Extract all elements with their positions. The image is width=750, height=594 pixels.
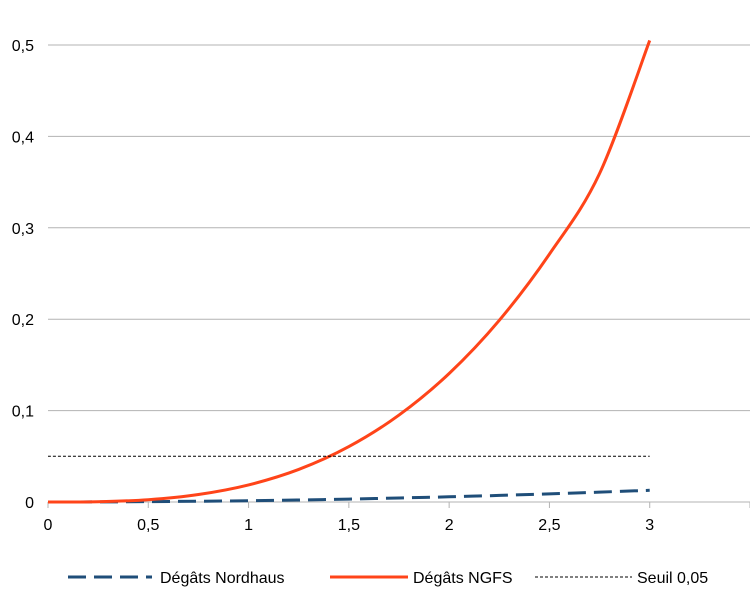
legend-label: Seuil 0,05	[637, 570, 708, 587]
x-tick-label: 1,5	[338, 517, 360, 534]
legend-label: Dégâts NGFS	[413, 570, 513, 587]
legend: Dégâts Nordhaus Dégâts NGFS Seuil 0,05	[68, 570, 708, 587]
x-tick-labels: 0 0,5 1 1,5 2 2,5 3	[44, 517, 655, 534]
series-line-1	[47, 39, 652, 504]
series-lines	[47, 39, 652, 504]
y-tick-label: 0,2	[12, 312, 34, 329]
y-tick-labels: 0 0,1 0,2 0,3 0,4 0,5	[12, 38, 34, 512]
x-tick-label: 1	[244, 517, 253, 534]
y-tick-label: 0,3	[12, 221, 34, 238]
y-tick-label: 0,5	[12, 38, 34, 55]
gridlines	[48, 44, 750, 412]
y-tick-label: 0	[25, 495, 34, 512]
x-tick-label: 3	[645, 517, 654, 534]
x-tick-label: 2	[445, 517, 454, 534]
series-line-0	[47, 488, 650, 504]
x-tick-label: 0,5	[137, 517, 159, 534]
x-tick-label: 0	[44, 517, 53, 534]
legend-label: Dégâts Nordhaus	[160, 570, 285, 587]
x-tick-label: 2,5	[538, 517, 560, 534]
y-tick-label: 0,4	[12, 129, 34, 146]
y-tick-label: 0,1	[12, 404, 34, 421]
